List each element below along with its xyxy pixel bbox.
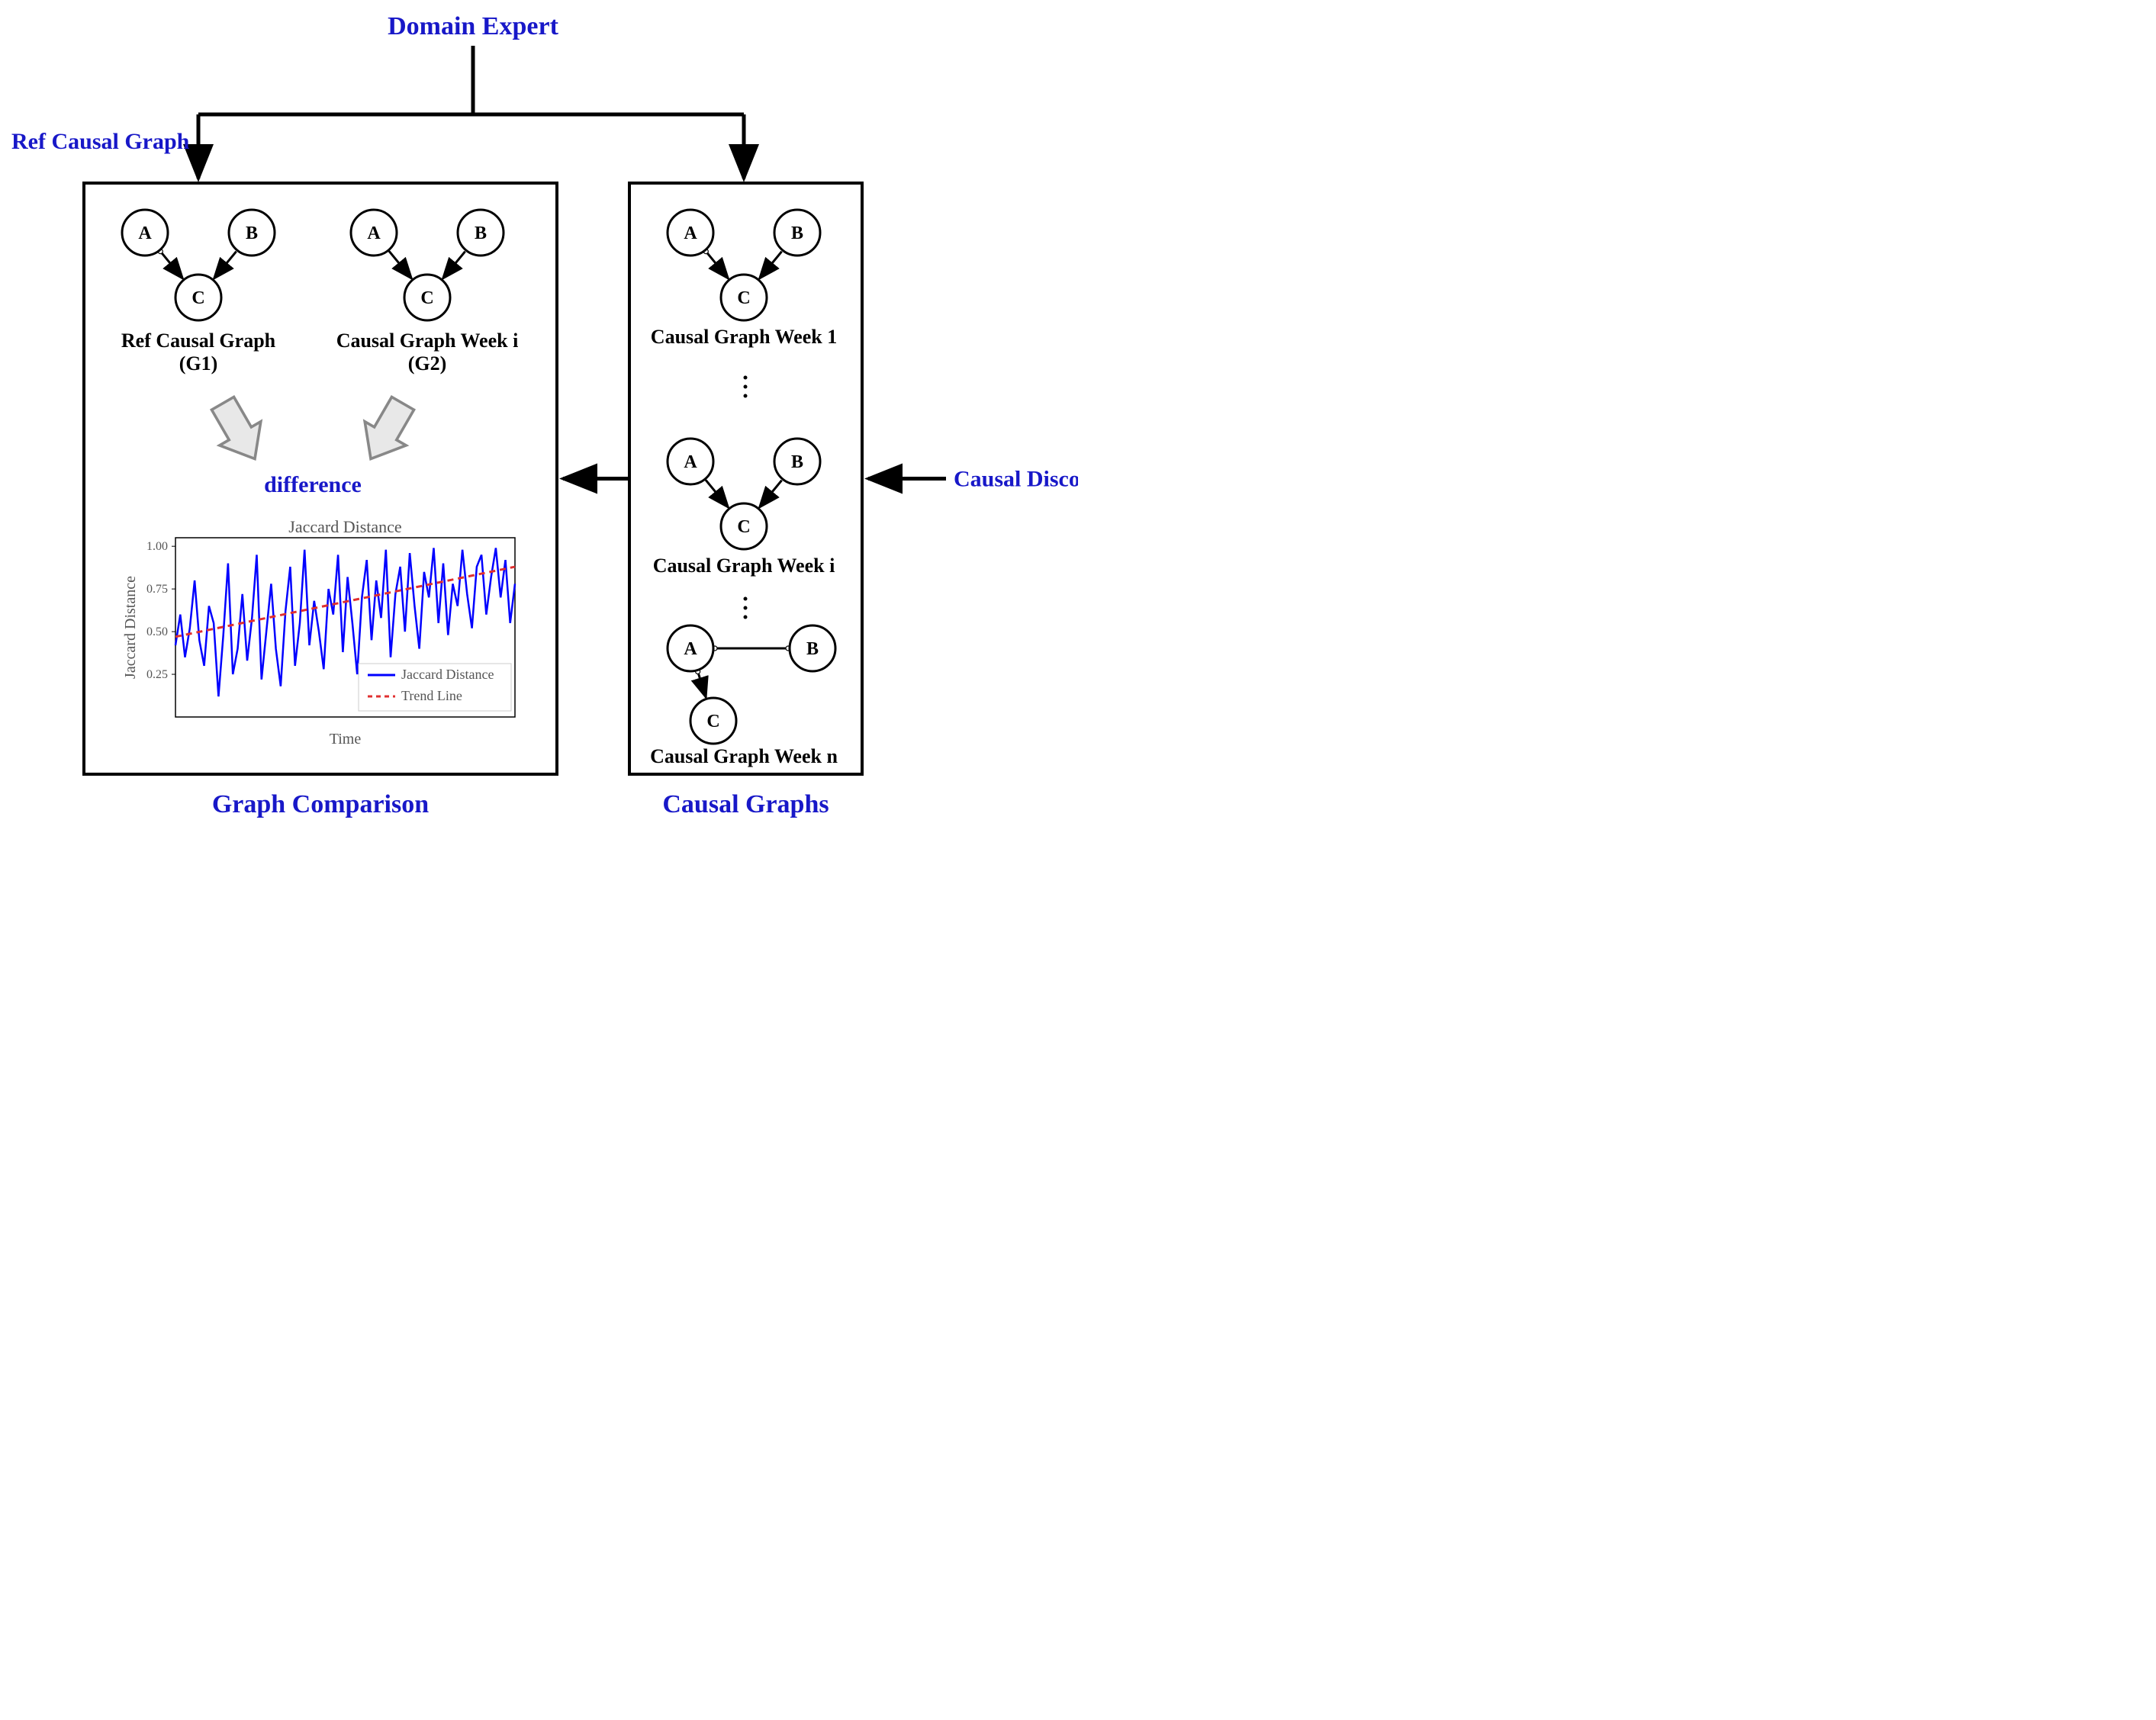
g1-node-A-label: A — [138, 223, 152, 243]
ellipsis-dot — [744, 394, 748, 398]
difference-label: difference — [264, 472, 362, 497]
chart-xlabel: Time — [330, 731, 362, 747]
g1-edge-A-C — [160, 252, 182, 279]
top-title: Domain Expert — [388, 12, 559, 40]
chart-ytick: 0.25 — [146, 668, 168, 681]
wn-caption: Causal Graph Week n — [650, 745, 838, 767]
causal-graphs-caption: Causal Graphs — [662, 790, 829, 818]
graph-comparison-caption: Graph Comparison — [212, 790, 429, 818]
wi-edge-A-C — [706, 481, 728, 508]
w1-node-A-label: A — [684, 223, 697, 243]
w1-edge-A-C — [706, 252, 728, 279]
wn-edge-A-C — [698, 672, 706, 698]
ellipsis-dot — [744, 616, 748, 619]
chart-title: Jaccard Distance — [288, 517, 401, 536]
g2-node-A-label: A — [367, 223, 381, 243]
chart-ytick: 0.75 — [146, 583, 168, 596]
ref-causal-graph-label: Ref Causal Graph — [11, 129, 190, 154]
g2-edge-B-C — [442, 252, 465, 279]
big-arrow-from-g2 — [350, 391, 423, 471]
legend-label: Jaccard Distance — [401, 667, 494, 682]
ellipsis-dot — [744, 385, 748, 389]
g2-node-B-label: B — [475, 223, 487, 243]
big-arrow-from-g1 — [202, 391, 275, 471]
ellipsis-dot — [744, 376, 748, 380]
causal-graphs-box — [629, 183, 862, 774]
wi-edge-B-C — [759, 481, 781, 508]
diagram-canvas: Domain Expert Ref Causal Graph Graph Compa… — [0, 0, 1078, 860]
g1-caption-line2: (G1) — [179, 352, 218, 375]
ellipsis-dot — [744, 606, 748, 610]
g1-edge-B-C — [214, 252, 236, 279]
wi-node-C-label: C — [737, 517, 750, 537]
w1-edge-B-C — [759, 252, 781, 279]
chart-ylabel: Jaccard Distance — [122, 576, 139, 679]
g1-caption-line1: Ref Causal Graph — [121, 330, 276, 352]
g1-node-C-label: C — [191, 288, 204, 308]
g2-caption-line2: (G2) — [408, 352, 447, 375]
wn-node-C-label: C — [706, 712, 719, 731]
causal-discovery-label: Causal Discovery — [954, 467, 1078, 492]
wi-caption: Causal Graph Week i — [653, 555, 835, 577]
chart-ytick: 1.00 — [146, 540, 168, 553]
g2-caption-line1: Causal Graph Week i — [336, 330, 519, 352]
w1-caption: Causal Graph Week 1 — [651, 326, 837, 348]
wn-node-B-label: B — [806, 639, 819, 659]
ellipsis-dot — [744, 597, 748, 601]
g1-node-B-label: B — [246, 223, 258, 243]
wi-node-B-label: B — [791, 452, 803, 472]
g2-node-C-label: C — [420, 288, 433, 308]
wi-node-A-label: A — [684, 452, 697, 472]
wn-node-A-label: A — [684, 639, 697, 659]
w1-node-C-label: C — [737, 288, 750, 308]
legend-label: Trend Line — [401, 688, 462, 703]
chart-ytick: 0.50 — [146, 625, 168, 638]
g2-edge-A-C — [389, 252, 411, 279]
w1-node-B-label: B — [791, 223, 803, 243]
